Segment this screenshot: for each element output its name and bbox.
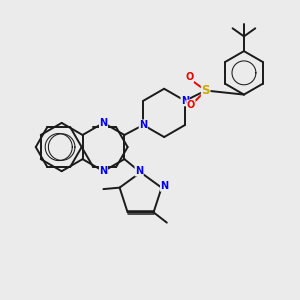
Text: N: N	[139, 120, 147, 130]
Text: N: N	[160, 181, 169, 191]
Text: N: N	[99, 166, 107, 176]
Text: O: O	[187, 100, 195, 110]
Text: N: N	[99, 118, 107, 128]
Text: N: N	[181, 96, 189, 106]
Text: S: S	[201, 84, 210, 97]
Text: O: O	[185, 72, 194, 82]
Text: N: N	[135, 166, 143, 176]
